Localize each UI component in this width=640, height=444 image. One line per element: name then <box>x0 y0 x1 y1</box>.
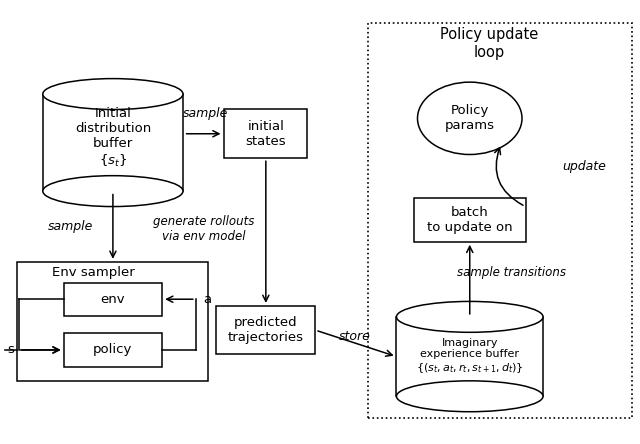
Text: predicted
trajectories: predicted trajectories <box>228 316 304 344</box>
Text: Policy
params: Policy params <box>445 104 495 132</box>
Text: sample: sample <box>182 107 228 120</box>
Bar <box>17 262 209 381</box>
Text: sample transitions: sample transitions <box>457 266 566 279</box>
Text: a: a <box>203 293 211 306</box>
Text: policy: policy <box>93 344 132 357</box>
Text: initial
states: initial states <box>246 120 286 148</box>
Text: s: s <box>8 344 14 357</box>
Bar <box>216 306 316 354</box>
Ellipse shape <box>396 301 543 332</box>
Text: env: env <box>100 293 125 306</box>
Text: generate rollouts
via env model: generate rollouts via env model <box>154 214 255 242</box>
Text: batch
to update on: batch to update on <box>427 206 513 234</box>
Text: update: update <box>563 160 606 173</box>
Bar <box>43 94 183 191</box>
Text: Env sampler: Env sampler <box>52 266 135 279</box>
Text: store: store <box>339 330 371 343</box>
Ellipse shape <box>396 381 543 412</box>
Text: Imaginary
experience buffer
$\{(s_t, a_t, r_t, s_{t+1}, d_t)\}$: Imaginary experience buffer $\{(s_t, a_t… <box>416 338 524 375</box>
Bar <box>396 317 543 396</box>
Ellipse shape <box>417 82 522 155</box>
Bar <box>63 333 163 366</box>
Bar <box>225 110 307 158</box>
Bar <box>63 283 163 316</box>
Text: Initial
distribution
buffer
$\{s_t\}$: Initial distribution buffer $\{s_t\}$ <box>75 107 151 169</box>
Text: sample: sample <box>47 220 93 233</box>
Bar <box>414 198 525 242</box>
Ellipse shape <box>43 176 183 206</box>
Bar <box>368 24 632 418</box>
Ellipse shape <box>43 79 183 110</box>
Text: Policy update
loop: Policy update loop <box>440 27 538 59</box>
